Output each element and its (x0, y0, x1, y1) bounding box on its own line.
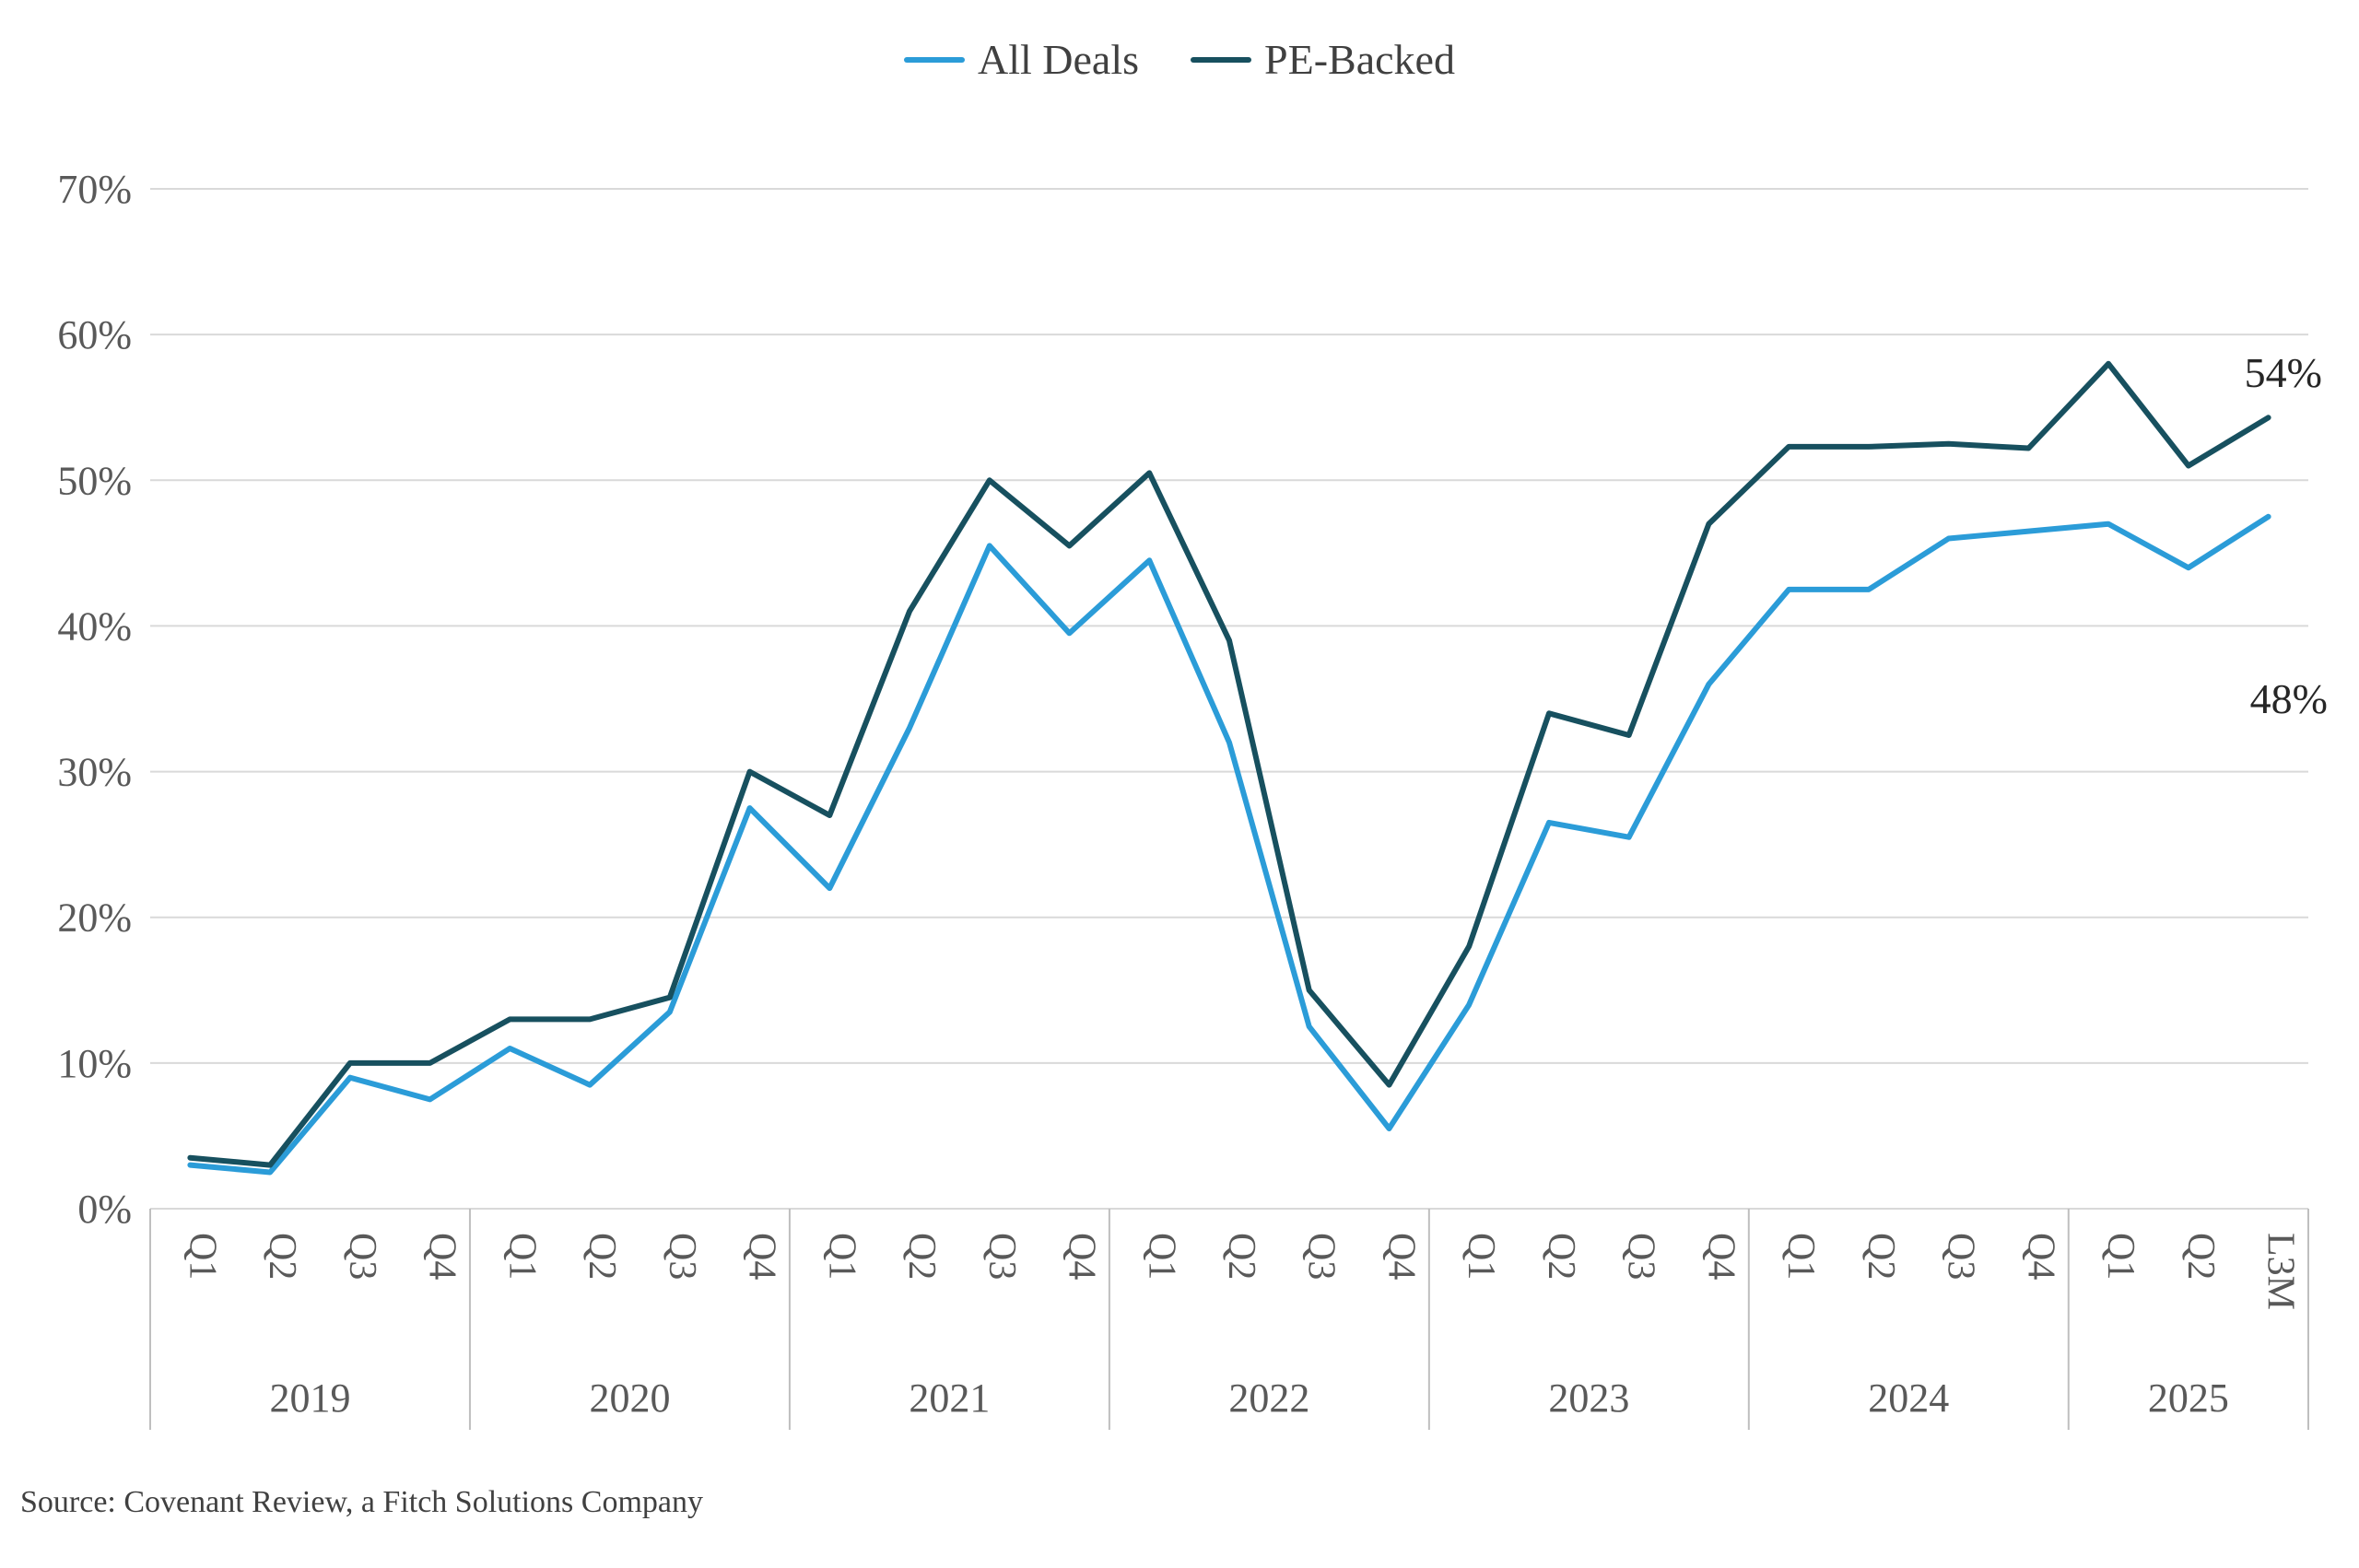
x-axis-quarter-label: Q2 (581, 1233, 623, 1280)
legend-label: PE-Backed (1264, 36, 1455, 83)
x-axis-quarter-label: Q1 (1460, 1233, 1502, 1280)
x-axis-quarter-label: Q3 (661, 1233, 703, 1280)
data-label-all-deals: 48% (2249, 675, 2328, 722)
x-axis-quarter-label: Q4 (1699, 1233, 1742, 1280)
legend-label: All Deals (978, 36, 1140, 83)
x-axis-quarter-label: Q4 (1061, 1233, 1103, 1280)
legend-item-pe-backed: PE-Backed (1191, 35, 1455, 84)
y-axis-tick-label: 40% (57, 603, 132, 649)
x-axis-quarter-label: Q1 (820, 1233, 863, 1280)
source-note: Source: Covenant Review, a Fitch Solutio… (20, 1485, 703, 1519)
x-axis-quarter-label: Q1 (500, 1233, 543, 1280)
x-axis-year-label: 2025 (2148, 1375, 2229, 1421)
x-axis-quarter-label: Q3 (1300, 1233, 1343, 1280)
chart-legend: All Deals PE-Backed (0, 35, 2359, 84)
x-axis-quarter-label: Q4 (1379, 1233, 1422, 1280)
x-axis-quarter-label: Q3 (980, 1233, 1023, 1280)
x-axis-year-label: 2019 (269, 1375, 350, 1421)
x-axis-year-label: 2021 (909, 1375, 990, 1421)
y-axis-tick-label: 70% (57, 167, 132, 212)
x-axis-quarter-label: Q2 (900, 1233, 943, 1280)
x-axis-year-label: 2024 (1868, 1375, 1949, 1421)
series-line-all-deals (187, 513, 2271, 1176)
series-line-pe-backed (187, 360, 2271, 1168)
x-axis-quarter-label: Q2 (261, 1233, 303, 1280)
x-axis-year-label: 2023 (1548, 1375, 1629, 1421)
x-axis-year-label: 2020 (589, 1375, 670, 1421)
x-axis-quarter-label: L3M (2259, 1233, 2302, 1310)
y-axis-tick-label: 10% (57, 1041, 132, 1086)
x-axis-quarter-label: Q4 (741, 1233, 783, 1280)
x-axis-quarter-label: Q1 (1779, 1233, 1822, 1280)
y-axis-tick-label: 20% (57, 895, 132, 941)
y-axis-tick-label: 60% (57, 312, 132, 357)
y-axis-tick-label: 0% (77, 1187, 132, 1232)
x-axis-quarter-label: Q3 (1940, 1233, 1982, 1280)
x-axis-quarter-label: Q1 (1140, 1233, 1182, 1280)
legend-swatch (904, 56, 966, 63)
x-axis-year-label: 2022 (1228, 1375, 1309, 1421)
x-axis-quarter-label: Q1 (181, 1233, 223, 1280)
x-axis-quarter-label: Q2 (1220, 1233, 1262, 1280)
y-axis-tick-label: 30% (57, 750, 132, 795)
x-axis-quarter-label: Q3 (1620, 1233, 1662, 1280)
data-label-pe-backed: 54% (2244, 349, 2322, 396)
x-axis-quarter-label: Q2 (2179, 1233, 2222, 1280)
x-axis-quarter-label: Q3 (341, 1233, 383, 1280)
x-axis-quarter-label: Q2 (1860, 1233, 1902, 1280)
y-axis-tick-label: 50% (57, 458, 132, 503)
legend-swatch (1191, 56, 1252, 63)
x-axis-quarter-label: Q1 (2099, 1233, 2142, 1280)
x-axis-quarter-label: Q4 (2019, 1233, 2061, 1280)
legend-item-all-deals: All Deals (904, 35, 1139, 84)
x-axis-quarter-label: Q2 (1540, 1233, 1582, 1280)
x-axis-quarter-label: Q4 (421, 1233, 464, 1280)
